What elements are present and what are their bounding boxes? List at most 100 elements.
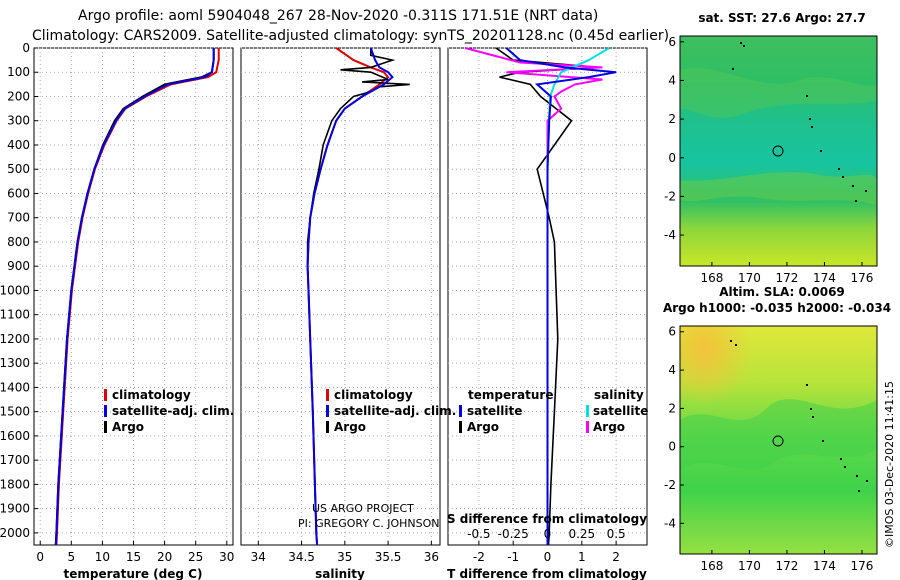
sla-map-subtitle: Argo h1000: -0.035 h2000: -0.034 bbox=[663, 301, 891, 315]
depth-tick-label: 1500 bbox=[0, 405, 30, 419]
sla-map-islands bbox=[730, 340, 868, 492]
sst-map-feature bbox=[680, 172, 877, 205]
map-x-tick-label: 168 bbox=[700, 559, 723, 573]
map-y-tick-label: 6 bbox=[668, 35, 676, 49]
legend-argo: Argo bbox=[334, 420, 366, 434]
sla-map-title: Altim. SLA: 0.0069 bbox=[719, 285, 845, 299]
temperature-legend: climatology satellite-adj. clim. Argo bbox=[104, 388, 234, 434]
header-title: Argo profile: aoml 5904048_267 28-Nov-20… bbox=[78, 8, 598, 24]
x-axes: 0 5 10 15 20 25 30 34 34.5 35 35.5 36 -2 -1 0 1 2 -0.5 -0.… bbox=[36, 527, 625, 564]
map-y-tick-label: 0 bbox=[668, 151, 676, 165]
x-tick-label: 0 bbox=[544, 550, 552, 564]
depth-tick-label: 1900 bbox=[0, 502, 30, 516]
map-y-tick-label: -4 bbox=[664, 516, 676, 530]
map-x-tick-label: 170 bbox=[738, 271, 761, 285]
depth-tick-label: 800 bbox=[7, 235, 30, 249]
series-salinity-climatology bbox=[306, 47, 390, 546]
grid-layer bbox=[34, 47, 647, 545]
x-tick-label: 15 bbox=[126, 550, 141, 564]
series-difference-t-satellite bbox=[505, 47, 617, 545]
map-x-tick-label: 174 bbox=[813, 271, 836, 285]
map-y-tick-label: 4 bbox=[668, 73, 676, 87]
series-temperature-satellite-adj-clim- bbox=[54, 48, 215, 546]
series-salinity-argo bbox=[306, 48, 410, 546]
legend-s-satellite-swatch bbox=[586, 405, 589, 417]
sst-map-islands bbox=[732, 42, 867, 202]
series-temperature-argo bbox=[54, 48, 215, 546]
map-y-tick-label: 2 bbox=[668, 112, 676, 126]
map-y-tick-label: 6 bbox=[668, 325, 676, 339]
depth-tick-label: 500 bbox=[7, 162, 30, 176]
map-x-tick-label: 172 bbox=[775, 271, 798, 285]
depth-tick-label: 700 bbox=[7, 211, 30, 225]
sst-map-frame bbox=[679, 35, 878, 267]
map-x-tick-label: 176 bbox=[851, 271, 874, 285]
x-tick-label: 30 bbox=[219, 550, 234, 564]
depth-tick-label: 900 bbox=[7, 259, 30, 273]
legend-satellite-swatch bbox=[104, 405, 107, 417]
depth-tick-label: 300 bbox=[7, 114, 30, 128]
salinity-legend: climatology satellite-adj. clim. Argo bbox=[326, 388, 456, 434]
legend-satellite: satellite-adj. clim. bbox=[112, 404, 234, 418]
credit-project: US ARGO PROJECT bbox=[312, 502, 414, 515]
map-y-tick-label: 0 bbox=[668, 440, 676, 454]
sla-map-feature bbox=[680, 399, 877, 470]
depth-tick-label: 1200 bbox=[0, 332, 30, 346]
map-y-tick-label: -2 bbox=[664, 478, 676, 492]
x-tick-label: 35.5 bbox=[375, 550, 402, 564]
legend-climatology: climatology bbox=[334, 388, 413, 402]
x-tick-label: 0 bbox=[36, 550, 44, 564]
legend-salinity-title: salinity bbox=[594, 388, 644, 402]
s-diff-tick-label: -0.5 bbox=[467, 527, 490, 541]
legend-satellite: satellite-adj. clim. bbox=[334, 404, 456, 418]
difference-legend: temperature salinity satellite Argo sate… bbox=[459, 388, 648, 434]
sst-map-feature bbox=[680, 68, 877, 118]
x-tick-label: -2 bbox=[473, 550, 485, 564]
sla-map-axes: 168 170 172 174 176 6 4 2 0 -2 -4 bbox=[664, 325, 873, 573]
difference-xlabel2: S difference from climatology bbox=[447, 512, 647, 526]
salinity-plot-frame bbox=[240, 47, 441, 546]
sst-map-profile-marker bbox=[772, 145, 784, 157]
sst-map-axes: 168 170 172 174 176 6 4 2 0 -2 -4 bbox=[664, 35, 873, 285]
s-diff-tick-label: 0.5 bbox=[607, 527, 626, 541]
legend-t-argo: Argo bbox=[467, 420, 499, 434]
depth-tick-label: 100 bbox=[7, 65, 30, 79]
legend-s-satellite: satellite bbox=[593, 404, 648, 418]
depth-tick-label: 600 bbox=[7, 186, 30, 200]
depth-tick-label: 1600 bbox=[0, 429, 30, 443]
map-x-tick-label: 174 bbox=[813, 559, 836, 573]
depth-tick-label: 2000 bbox=[0, 526, 30, 540]
legend-climatology-swatch bbox=[326, 389, 329, 401]
map-x-tick-label: 170 bbox=[738, 559, 761, 573]
s-diff-tick-label: 0.25 bbox=[568, 527, 595, 541]
series-salinity-satellite-adj-clim- bbox=[306, 47, 394, 546]
map-y-tick-label: -2 bbox=[664, 189, 676, 203]
depth-tick-label: 0 bbox=[22, 41, 30, 55]
sla-map-profile-marker bbox=[772, 435, 784, 447]
sla-map-frame bbox=[679, 325, 878, 555]
x-tick-label: 25 bbox=[188, 550, 203, 564]
header-subtitle: Climatology: CARS2009. Satellite-adjuste… bbox=[32, 28, 669, 44]
depth-tick-label: 1700 bbox=[0, 453, 30, 467]
series-temperature-climatology bbox=[55, 48, 220, 546]
map-x-tick-label: 176 bbox=[851, 559, 874, 573]
depth-tick-label: 1100 bbox=[0, 308, 30, 322]
map-y-tick-label: -4 bbox=[664, 228, 676, 242]
difference-xlabel: T difference from climatology bbox=[447, 567, 647, 580]
temperature-xlabel: temperature (deg C) bbox=[64, 567, 203, 580]
legend-t-satellite: satellite bbox=[467, 404, 522, 418]
x-tick-label: 34.5 bbox=[288, 550, 315, 564]
map-x-tick-label: 172 bbox=[775, 559, 798, 573]
x-tick-label: 35 bbox=[337, 550, 352, 564]
credit-pi: PI: GREGORY C. JOHNSON bbox=[298, 517, 439, 530]
legend-s-argo: Argo bbox=[593, 420, 625, 434]
s-diff-tick-label: -0.25 bbox=[498, 527, 529, 541]
legend-climatology-swatch bbox=[104, 389, 107, 401]
x-tick-label: 20 bbox=[157, 550, 172, 564]
legend-argo-swatch bbox=[326, 421, 329, 433]
sst-map-title: sat. SST: 27.6 Argo: 27.7 bbox=[698, 11, 865, 25]
x-tick-label: 2 bbox=[612, 550, 620, 564]
legend-temperature-title: temperature bbox=[468, 388, 553, 402]
x-tick-label: 36 bbox=[424, 550, 439, 564]
